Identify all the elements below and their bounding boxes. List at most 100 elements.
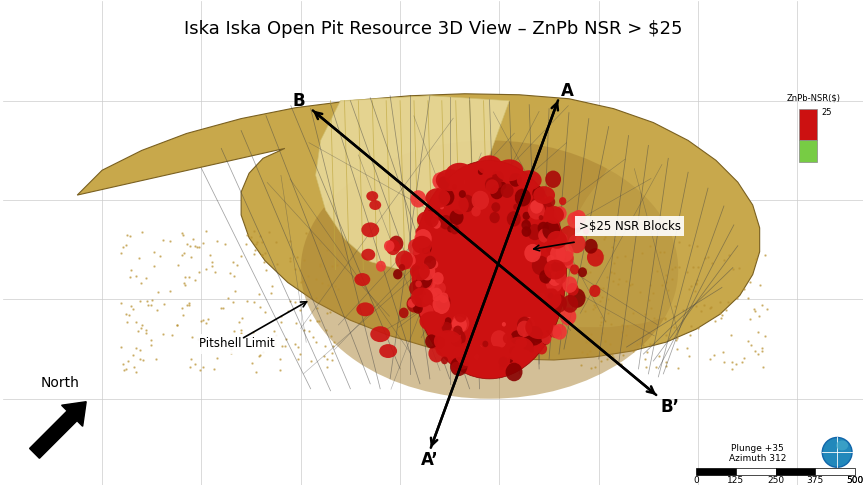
Ellipse shape [301,140,678,399]
Ellipse shape [526,315,553,339]
Ellipse shape [489,212,500,223]
Ellipse shape [430,218,439,227]
Ellipse shape [574,225,581,233]
Ellipse shape [492,170,504,184]
Ellipse shape [537,330,548,342]
Ellipse shape [412,160,566,379]
Ellipse shape [517,320,532,337]
Ellipse shape [433,220,439,227]
Ellipse shape [545,196,555,207]
Ellipse shape [565,259,573,269]
Ellipse shape [532,256,550,275]
Ellipse shape [568,288,585,308]
Ellipse shape [452,185,456,189]
Ellipse shape [527,224,542,240]
Bar [736,468,776,475]
Ellipse shape [572,210,586,226]
Ellipse shape [432,219,441,229]
Ellipse shape [459,190,466,198]
Ellipse shape [416,281,422,287]
Text: B: B [293,92,305,110]
Ellipse shape [559,262,562,266]
Ellipse shape [429,344,445,362]
Ellipse shape [560,307,576,325]
Ellipse shape [517,317,533,334]
Ellipse shape [526,326,543,345]
Ellipse shape [538,222,549,234]
Ellipse shape [433,211,438,217]
Ellipse shape [551,259,564,273]
Ellipse shape [400,252,416,269]
Ellipse shape [447,222,456,232]
Ellipse shape [411,287,433,307]
Text: 500: 500 [846,476,863,485]
Ellipse shape [578,267,587,277]
Ellipse shape [393,269,403,280]
Ellipse shape [541,298,552,309]
Ellipse shape [496,164,511,180]
Ellipse shape [501,184,514,198]
Bar [799,109,818,140]
Ellipse shape [423,248,430,255]
Ellipse shape [482,340,488,347]
Ellipse shape [442,322,452,333]
Ellipse shape [447,327,461,342]
Ellipse shape [463,346,479,363]
Bar [776,468,815,475]
Ellipse shape [495,181,501,188]
Ellipse shape [406,296,422,313]
Ellipse shape [533,186,555,204]
Ellipse shape [454,335,459,341]
Ellipse shape [491,202,501,212]
Ellipse shape [384,240,395,252]
Ellipse shape [440,205,444,209]
Polygon shape [315,96,509,270]
Ellipse shape [438,176,449,189]
Polygon shape [77,94,759,360]
Ellipse shape [559,233,567,243]
Ellipse shape [435,282,446,295]
Ellipse shape [465,210,473,218]
Ellipse shape [495,316,501,321]
Ellipse shape [524,244,541,262]
Ellipse shape [450,329,466,347]
Ellipse shape [425,335,438,348]
Ellipse shape [521,226,531,237]
Ellipse shape [395,250,413,270]
Ellipse shape [435,337,453,357]
Ellipse shape [434,337,444,349]
Bar [799,140,818,162]
Ellipse shape [528,201,545,220]
Ellipse shape [507,211,520,226]
Ellipse shape [451,195,469,214]
Ellipse shape [548,272,561,286]
Ellipse shape [419,311,444,331]
Ellipse shape [553,206,566,221]
Ellipse shape [361,249,375,261]
Ellipse shape [499,357,508,367]
Ellipse shape [529,347,533,352]
Ellipse shape [538,228,552,243]
Ellipse shape [587,248,604,266]
Ellipse shape [543,277,550,284]
Ellipse shape [449,331,454,337]
Ellipse shape [443,321,451,330]
Ellipse shape [495,159,523,181]
Ellipse shape [537,337,544,345]
Ellipse shape [483,206,493,218]
Text: Plunge +35
Azimuth 312: Plunge +35 Azimuth 312 [729,444,786,463]
Ellipse shape [511,347,524,361]
Text: 25: 25 [821,108,831,117]
Ellipse shape [399,308,409,318]
Ellipse shape [475,200,481,206]
Ellipse shape [386,239,400,255]
Ellipse shape [371,326,391,342]
Ellipse shape [408,299,416,308]
Ellipse shape [514,188,531,206]
Ellipse shape [522,224,528,230]
Ellipse shape [369,200,381,210]
Ellipse shape [540,270,552,283]
Ellipse shape [412,236,432,254]
Ellipse shape [560,251,574,266]
Text: 375: 375 [806,476,824,485]
